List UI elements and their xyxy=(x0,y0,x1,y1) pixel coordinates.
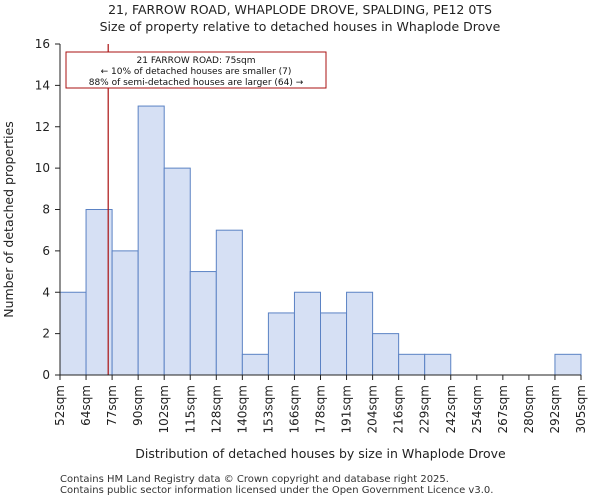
histogram-bar xyxy=(398,353,426,376)
x-tick-label: 178sqm xyxy=(314,385,328,433)
y-tick-label: 4 xyxy=(42,285,50,299)
y-tick-label: 16 xyxy=(35,37,50,51)
x-tick-label: 292sqm xyxy=(548,385,562,433)
annotation-line-3: 88% of semi-detached houses are larger (… xyxy=(89,78,304,88)
histogram-bar xyxy=(111,250,139,376)
annotation-line-2: ← 10% of detached houses are smaller (7) xyxy=(101,67,292,77)
x-tick-label: 90sqm xyxy=(131,385,145,426)
x-tick-label: 140sqm xyxy=(235,385,249,433)
x-tick-label: 254sqm xyxy=(470,385,484,433)
histogram-bar xyxy=(267,312,295,376)
x-tick-label: 280sqm xyxy=(522,385,536,433)
y-axis-label: Number of detached properties xyxy=(1,121,16,318)
x-tick-label: 166sqm xyxy=(287,385,301,433)
x-tick-label: 242sqm xyxy=(444,385,458,433)
y-tick-label: 6 xyxy=(42,244,50,258)
histogram-bar xyxy=(372,333,400,376)
y-tick-label: 0 xyxy=(42,368,50,382)
histogram-bar xyxy=(59,291,87,376)
footer-licence: Contains public sector information licen… xyxy=(60,485,494,496)
x-tick-label: 153sqm xyxy=(261,385,275,433)
chart-title: 21, FARROW ROAD, WHAPLODE DROVE, SPALDIN… xyxy=(108,2,492,17)
histogram-bar xyxy=(163,167,191,376)
x-tick-label: 191sqm xyxy=(340,385,354,433)
x-tick-label: 52sqm xyxy=(53,385,67,426)
y-tick-label: 8 xyxy=(42,203,50,217)
y-tick-label: 12 xyxy=(35,120,50,134)
annotation-box xyxy=(65,51,327,89)
histogram-chart: 0 2 4 6 8 10 12 14 16 52sqm 64sqm 77sqm 90sqm 102sqm… xyxy=(1,37,588,461)
x-tick-label: 102sqm xyxy=(157,385,171,433)
y-tick-label: 14 xyxy=(35,78,50,92)
histogram-bar xyxy=(293,291,322,376)
histogram-bar xyxy=(346,291,374,376)
x-axis-label: Distribution of detached houses by size … xyxy=(135,446,506,461)
x-tick-label: 216sqm xyxy=(392,385,406,433)
annotation-line-1: 21 FARROW ROAD: 75sqm xyxy=(137,56,256,66)
x-tick-label: 305sqm xyxy=(574,385,588,433)
histogram-bar xyxy=(137,105,165,376)
histogram-bar xyxy=(189,271,217,376)
x-tick-label: 128sqm xyxy=(209,385,223,433)
y-tick-label: 10 xyxy=(35,161,50,175)
x-tick-label: 229sqm xyxy=(418,385,432,433)
y-tick-label: 2 xyxy=(42,327,50,341)
footer-copyright: Contains HM Land Registry data © Crown c… xyxy=(60,474,449,485)
histogram-bar xyxy=(424,353,452,376)
x-tick-label: 64sqm xyxy=(79,385,93,426)
histogram-bar xyxy=(241,353,269,376)
chart-subtitle: Size of property relative to detached ho… xyxy=(99,19,501,34)
x-tick-label: 115sqm xyxy=(183,385,197,433)
x-tick-label: 204sqm xyxy=(366,385,380,433)
x-tick-label: 267sqm xyxy=(496,385,510,433)
histogram-bar xyxy=(554,353,582,376)
histogram-bar xyxy=(320,312,348,376)
histogram-bar xyxy=(215,229,243,376)
x-tick-label: 77sqm xyxy=(105,385,119,426)
